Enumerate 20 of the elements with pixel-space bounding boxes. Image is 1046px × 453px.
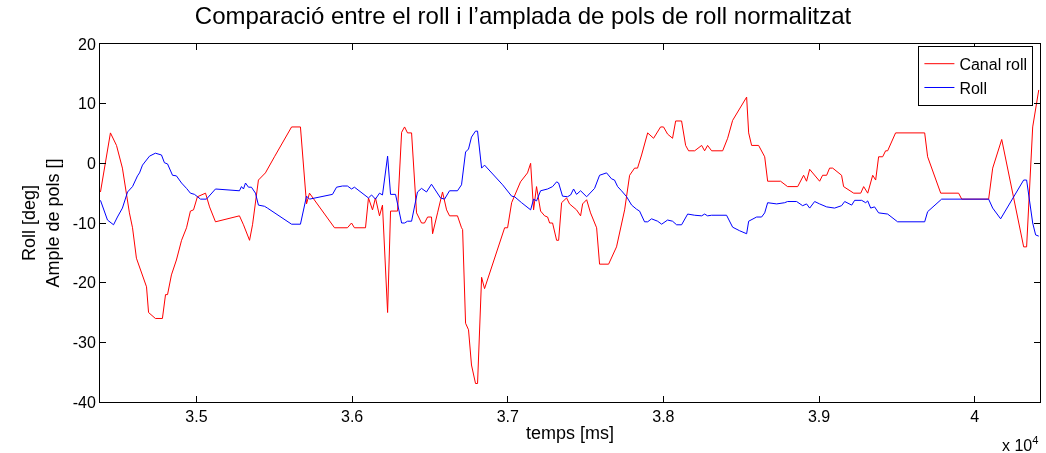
legend-label: Canal roll [959, 55, 1028, 73]
line-series [100, 130, 1040, 237]
x-tick-label: 3.7 [496, 408, 519, 426]
y-tick-label: -10 [72, 214, 96, 232]
y-tick-label: -30 [72, 333, 96, 351]
y-tick-label: 20 [78, 35, 96, 53]
chart-title: Comparació entre el roll i l’amplada de pols de roll normalitzat [194, 1, 852, 29]
x-tick-label: 3.5 [185, 408, 208, 426]
text: x 10$^{4}$ [1002, 434, 1039, 453]
x-tick-label: 4 [970, 408, 980, 426]
x-tick-label: 3.8 [652, 408, 675, 426]
y-axis-title: Roll [deg] Ample de pols [] [19, 158, 63, 288]
y-tick-label: -20 [72, 274, 96, 292]
y-tick-label: 10 [78, 95, 96, 113]
y-tick-label: 0 [86, 154, 96, 172]
y-tick-label: -40 [72, 393, 96, 411]
x-tick-label: 3.9 [807, 408, 831, 426]
x-tick-label: 3.6 [340, 408, 364, 426]
x-axis-title: temps [ms] [525, 423, 615, 444]
legend-label: Roll [959, 79, 987, 97]
